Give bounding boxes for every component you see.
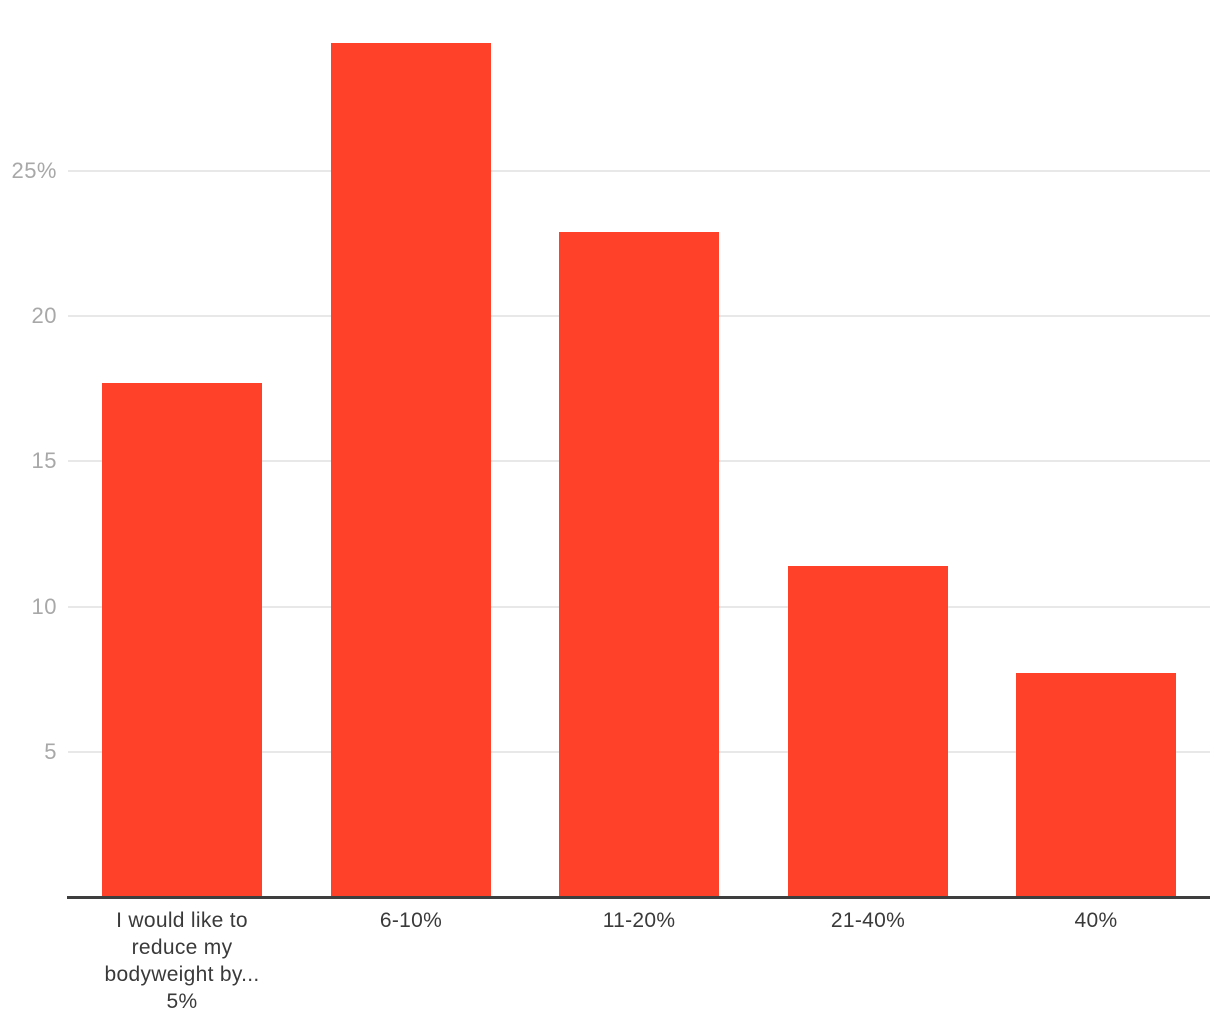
- x-axis-category-label-2: 11-20%: [602, 909, 676, 932]
- bar-2: [559, 232, 719, 897]
- x-axis-category-label-3: 21-40%: [830, 909, 906, 932]
- x-axis-category-label-0: I would like to reduce my bodyweight by.…: [104, 909, 260, 1013]
- bar-1: [331, 43, 491, 897]
- x-axis-category-label-1: 6-10%: [379, 909, 443, 932]
- y-axis-tick-label-15: 15: [31, 448, 57, 473]
- y-axis-tick-label-25: 25%: [11, 158, 57, 183]
- y-axis-tick-label-20: 20: [31, 303, 57, 328]
- x-axis-line: [67, 896, 1210, 899]
- bar-0: [102, 383, 262, 897]
- gridline-25: [68, 170, 1210, 172]
- x-axis-category-label-4: 40%: [1074, 909, 1118, 932]
- y-axis-tick-label-10: 10: [31, 594, 57, 619]
- bar-4: [1016, 673, 1176, 897]
- y-axis-tick-label-5: 5: [44, 739, 57, 764]
- bar-3: [788, 566, 948, 897]
